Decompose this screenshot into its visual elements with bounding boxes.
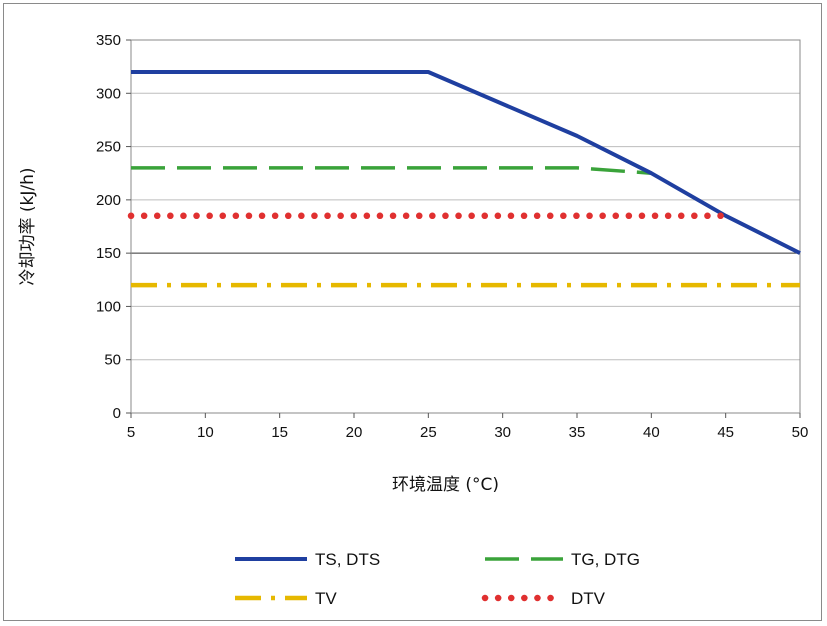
y-tick-label: 100	[96, 298, 121, 315]
y-tick-label: 50	[104, 352, 121, 369]
x-axis-title: 环境温度 (°C)	[392, 475, 499, 495]
series-line-tg-dtg	[131, 166, 652, 175]
legend-label: TV	[315, 589, 337, 608]
series-line-ts-dts	[131, 70, 801, 255]
x-tick-label: 5	[127, 424, 135, 441]
y-tick-label: 150	[96, 245, 121, 262]
legend: TS, DTS TG, DTG TV DTV	[235, 550, 640, 608]
legend-label: DTV	[571, 589, 606, 608]
y-tick-label: 200	[96, 192, 121, 209]
y-tick-labels: 0 50 100 150 200 250 300 350	[96, 32, 131, 422]
grid-lines	[131, 39, 800, 414]
x-tick-label: 50	[792, 424, 809, 441]
x-tick-label: 25	[420, 424, 437, 441]
x-tick-label: 40	[643, 424, 660, 441]
chart-frame	[3, 3, 822, 621]
legend-label: TG, DTG	[571, 550, 640, 569]
y-tick-label: 300	[96, 85, 121, 102]
legend-label: TS, DTS	[315, 550, 380, 569]
x-tick-label: 45	[717, 424, 734, 441]
x-tick-label: 15	[271, 424, 288, 441]
y-tick-label: 350	[96, 32, 121, 49]
x-tick-label: 35	[569, 424, 586, 441]
plot-area	[130, 39, 801, 414]
x-tick-label: 20	[346, 424, 363, 441]
y-tick-label: 0	[113, 405, 121, 422]
x-tick-labels: 5 10 15 20 25 30 35 40 45 50	[127, 413, 809, 441]
y-axis-title: 冷却功率 (kJ/h)	[18, 167, 38, 285]
y-tick-label: 250	[96, 139, 121, 156]
x-tick-label: 30	[494, 424, 511, 441]
series-lines	[127, 70, 801, 288]
x-tick-label: 10	[197, 424, 214, 441]
